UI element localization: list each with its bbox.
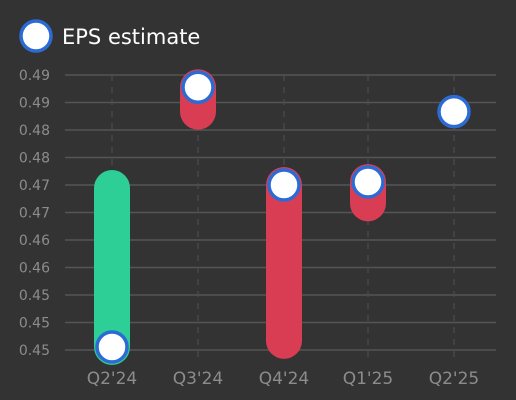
y-tick-label: 0.47 (19, 178, 50, 194)
axis-layer: 0.49 0.49 0.48 0.48 0.47 0.47 0.46 0.46 0.45 0.45… (19, 68, 479, 389)
x-tick-label: Q1'25 (343, 369, 394, 389)
estimate-marker[interactable] (95, 330, 129, 364)
x-tick-label: Q3'24 (173, 369, 224, 389)
y-tick-label: 0.47 (19, 206, 50, 222)
y-tick-label: 0.48 (19, 151, 50, 167)
y-tick-label: 0.48 (19, 123, 50, 139)
estimate-marker[interactable] (267, 168, 301, 202)
y-tick-label: 0.45 (19, 288, 50, 304)
x-tick-label: Q2'24 (87, 369, 138, 389)
y-tick-label: 0.46 (19, 233, 50, 249)
estimate-marker[interactable] (181, 70, 215, 104)
x-tick-label: Q2'25 (429, 369, 480, 389)
legend-marker-icon (19, 19, 53, 53)
x-tick-label: Q4'24 (259, 369, 310, 389)
bar-layer (94, 69, 386, 365)
legend-label: EPS estimate (62, 25, 200, 49)
estimate-marker[interactable] (437, 94, 471, 129)
y-tick-label: 0.49 (19, 96, 50, 112)
y-tick-label: 0.46 (19, 261, 50, 277)
y-tick-label: 0.45 (19, 343, 50, 359)
y-tick-label: 0.45 (19, 316, 50, 332)
legend[interactable]: EPS estimate (19, 19, 200, 53)
estimate-marker[interactable] (351, 165, 385, 199)
marker-layer (95, 70, 471, 364)
y-tick-label: 0.49 (19, 68, 50, 84)
